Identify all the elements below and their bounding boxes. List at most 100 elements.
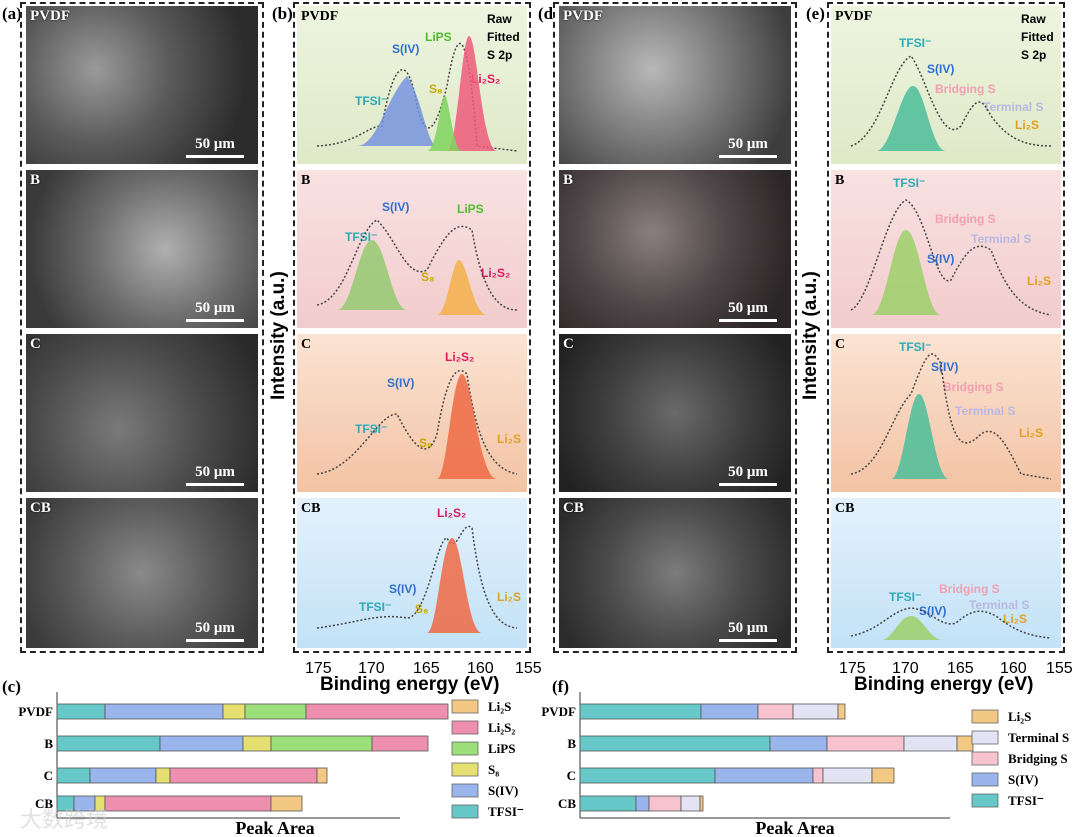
legend-label: Terminal S xyxy=(1008,730,1069,745)
xps-sub-b: B S(IV) LiPS TFSI⁻ S₈ Li₂S₂ xyxy=(297,170,527,328)
x-tick: 155 xyxy=(515,660,542,677)
x-tick: 175 xyxy=(839,660,866,677)
bar-segment xyxy=(903,735,958,752)
category-label: PVDF xyxy=(541,704,576,719)
xps-sub-pvdf: PVDF Raw Fitted S 2p S(IV) LiPS TFSI⁻ S₈… xyxy=(297,6,527,164)
sem-caption: PVDF xyxy=(563,8,603,24)
anno-tfsi: TFSI⁻ xyxy=(893,176,926,190)
legend-label: S(IV) xyxy=(1008,772,1038,787)
xps-panel-b: PVDF Raw Fitted S 2p S(IV) LiPS TFSI⁻ S₈… xyxy=(293,2,531,653)
spectrum-c xyxy=(316,369,518,479)
x-tick: 175 xyxy=(305,660,332,677)
spectrum-e-pvdf xyxy=(850,55,1052,151)
anno-s8: S₈ xyxy=(421,270,435,284)
sub-caption: CB xyxy=(301,501,321,516)
category-label: B xyxy=(567,736,576,751)
bar-segment xyxy=(635,795,650,812)
panel-label-a: (a) xyxy=(2,4,22,23)
anno-terminal: Terminal S xyxy=(971,232,1032,246)
anno-s8: S₈ xyxy=(415,602,429,616)
category-label: B xyxy=(44,736,53,751)
bar-segment xyxy=(56,767,91,784)
bar-segment xyxy=(56,703,106,720)
panel-label-b: (b) xyxy=(272,4,293,23)
legend-swatch xyxy=(451,783,479,798)
sem-image-cb-d: CB 50 μm xyxy=(559,498,791,648)
bar-segment xyxy=(89,767,157,784)
legend-swatch xyxy=(971,730,999,745)
legend-label: S(IV) xyxy=(488,783,518,798)
anno-tfsi: TFSI⁻ xyxy=(355,94,388,108)
y-axis-label-e: Intensity (a.u.) xyxy=(800,271,821,400)
x-tick: 155 xyxy=(1046,660,1073,677)
legend-label: TFSI⁻ xyxy=(1008,793,1044,808)
category-label: C xyxy=(567,768,576,783)
category-label: CB xyxy=(35,796,53,811)
anno-lips: LiPS xyxy=(457,202,484,216)
anno-siv: S(IV) xyxy=(919,604,947,618)
bar-segment xyxy=(579,767,716,784)
bar-segment xyxy=(822,767,873,784)
bar-segment xyxy=(714,767,814,784)
bar-chart-c: PVDF B C CB Peak Area Li₂S Li₂S₂ LiPS S₈ S(IV) TFS… xyxy=(18,692,524,837)
anno-siv: S(IV) xyxy=(392,42,420,56)
xps-sub-c: C S(IV) Li₂S₂ TFSI⁻ S₈ Li₂S xyxy=(297,334,527,492)
bar-segment xyxy=(792,703,839,720)
scale-bar: 50 μm xyxy=(186,136,244,158)
sem-caption: PVDF xyxy=(30,8,70,24)
anno-tfsi: TFSI⁻ xyxy=(899,36,932,50)
x-tick: 165 xyxy=(947,660,974,677)
bar-segment xyxy=(104,703,224,720)
x-tick: 165 xyxy=(413,660,440,677)
x-axis-title-e: Binding energy (eV) xyxy=(854,674,1034,695)
legend-raw: Raw xyxy=(1021,12,1046,26)
panel-label-f: (f) xyxy=(552,677,569,696)
legend-label: S₈ xyxy=(488,762,499,777)
anno-tfsi: TFSI⁻ xyxy=(889,590,922,604)
anno-siv: S(IV) xyxy=(931,360,959,374)
legend-raw: Raw xyxy=(487,12,512,26)
anno-tfsi: TFSI⁻ xyxy=(359,600,392,614)
spectrum-e-cb xyxy=(850,607,1052,640)
xps-sub-b: B TFSI⁻ S(IV) Bridging S Terminal S Li₂S xyxy=(831,170,1061,328)
watermark: 大数跨境 xyxy=(20,807,109,832)
legend-swatch xyxy=(451,762,479,777)
sem-image-cb-a: CB 50 μm xyxy=(26,498,258,648)
bar-segment xyxy=(270,735,373,752)
bar-segment xyxy=(871,767,895,784)
bar-segment xyxy=(837,703,846,720)
bar-chart-f: PVDF B C CB Peak Area Li₂S Terminal S Bridging … xyxy=(541,692,1069,837)
spectrum-e-b xyxy=(850,199,1052,316)
sem-panel-d: PVDF 50 μm B 50 μm C 50 μm CB 50 μm xyxy=(553,2,797,653)
x-axis-title: Peak Area xyxy=(235,818,314,837)
anno-s8: S₈ xyxy=(429,82,443,96)
bar-segment xyxy=(579,735,771,752)
sub-caption: C xyxy=(835,337,846,352)
sem-image-b-d: B 50 μm xyxy=(559,170,791,328)
bar-segment xyxy=(579,795,637,812)
sem-image-c-d: C 50 μm xyxy=(559,334,791,492)
bar-segment xyxy=(826,735,905,752)
spectrum-cb xyxy=(316,525,518,633)
bar-segment xyxy=(155,767,171,784)
x-tick: 170 xyxy=(358,660,385,677)
scale-bar: 50 μm xyxy=(186,620,244,642)
panel-label-c: (c) xyxy=(2,677,21,696)
sem-caption: C xyxy=(563,336,574,352)
anno-bridging: Bridging S xyxy=(943,380,1004,394)
legend-label: Li₂S xyxy=(1008,709,1031,724)
xps-sub-cb: CB S(IV) Li₂S₂ TFSI⁻ S₈ Li₂S xyxy=(297,498,527,648)
anno-bridging: Bridging S xyxy=(935,212,996,226)
bar-segment xyxy=(579,703,702,720)
bar-segment xyxy=(648,795,682,812)
sem-caption: CB xyxy=(563,500,584,516)
scale-bar: 50 μm xyxy=(719,136,777,158)
anno-li2s: Li₂S xyxy=(1027,274,1051,288)
sem-image-pvdf-a: PVDF 50 μm xyxy=(26,6,258,164)
scale-bar: 50 μm xyxy=(719,620,777,642)
bar-segment xyxy=(700,703,759,720)
legend-peak: S 2p xyxy=(487,48,513,62)
sub-caption: PVDF xyxy=(301,9,339,24)
legend-label: LiPS xyxy=(488,741,515,756)
bar-segment xyxy=(244,703,307,720)
